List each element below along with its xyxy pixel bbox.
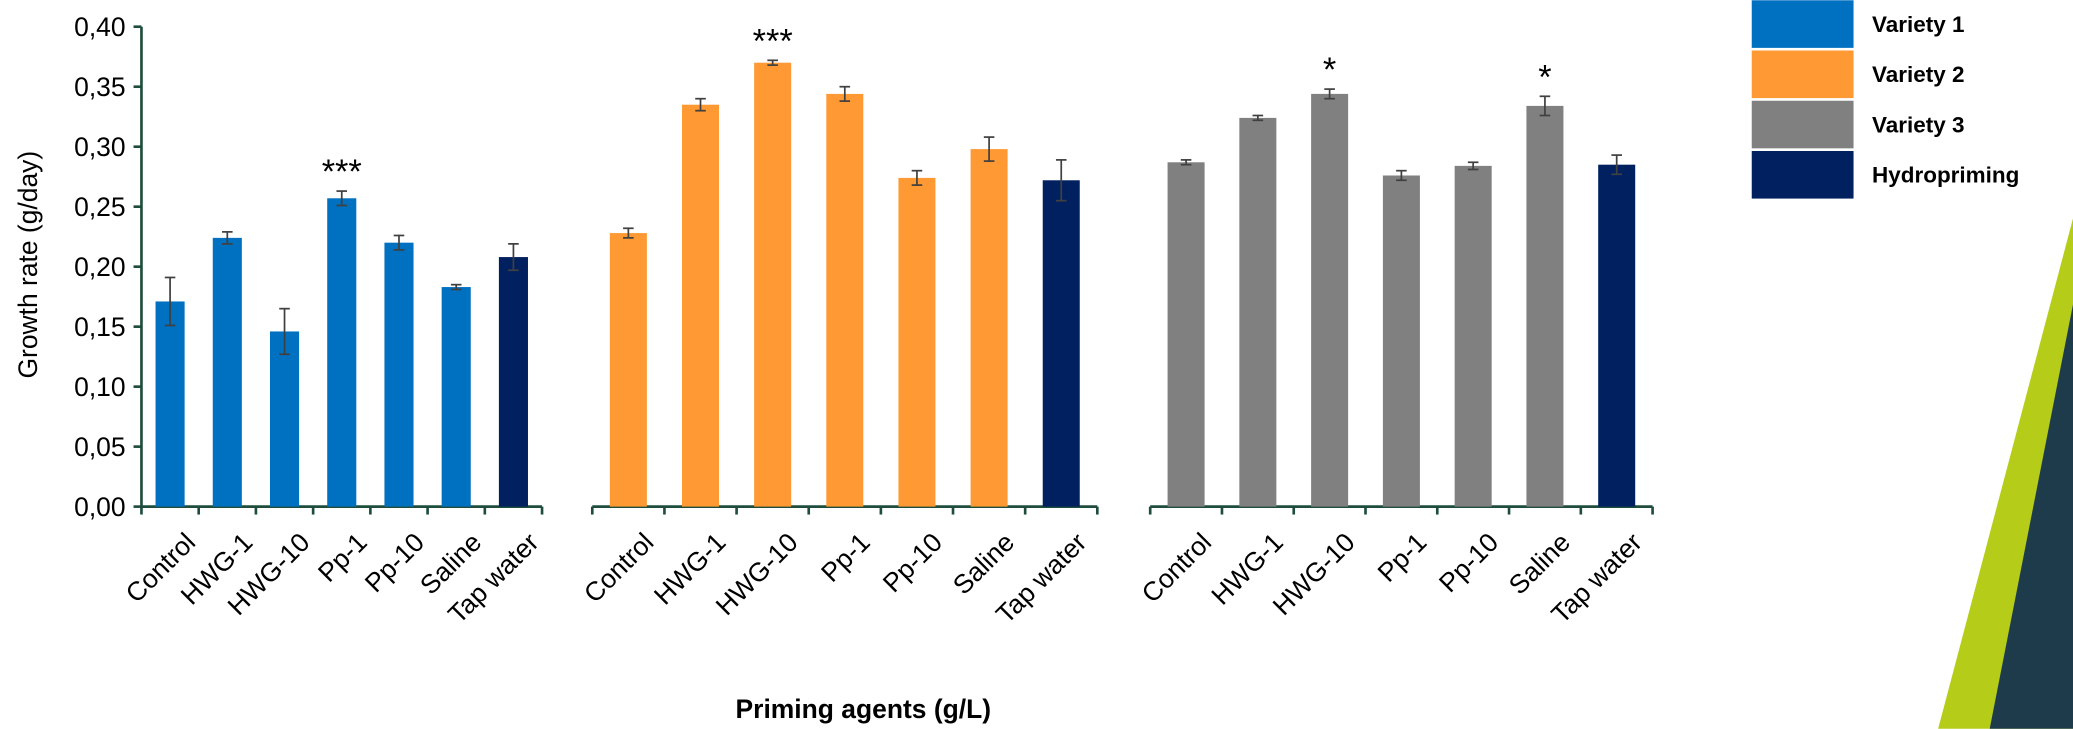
y-tick-label: 0,00 bbox=[74, 492, 125, 522]
y-axis-label: Growth rate (g/day) bbox=[13, 151, 43, 379]
significance-label: * bbox=[1323, 51, 1336, 89]
bar bbox=[1383, 175, 1420, 506]
significance-label: *** bbox=[753, 22, 793, 60]
bar bbox=[442, 287, 471, 507]
y-tick-label: 0,25 bbox=[74, 192, 125, 222]
x-tick-label: Control bbox=[578, 527, 659, 608]
x-tick-label: Pp-10 bbox=[877, 527, 948, 598]
error-bar bbox=[451, 285, 462, 290]
x-tick-label: Pp-10 bbox=[1433, 527, 1504, 598]
x-tick-label: Pp-1 bbox=[1372, 527, 1433, 588]
bar bbox=[270, 331, 299, 506]
bar bbox=[682, 105, 719, 507]
bar bbox=[1043, 180, 1080, 506]
y-tick-label: 0,40 bbox=[74, 12, 125, 42]
bar bbox=[898, 178, 935, 507]
bar bbox=[327, 198, 356, 506]
x-tick-label: Pp-10 bbox=[359, 527, 430, 598]
bar bbox=[971, 149, 1008, 507]
bar bbox=[213, 238, 242, 507]
legend-swatch bbox=[1752, 0, 1854, 48]
x-axis-label: Priming agents (g/L) bbox=[736, 694, 992, 724]
bar bbox=[1526, 106, 1563, 507]
bar bbox=[826, 94, 863, 507]
legend-swatch bbox=[1752, 101, 1854, 149]
bar bbox=[384, 243, 413, 507]
y-tick-label: 0,15 bbox=[74, 312, 125, 342]
legend-label: Variety 3 bbox=[1872, 112, 1964, 137]
bar bbox=[156, 301, 185, 506]
chart: Growth rate (g/day) Priming agents (g/L)… bbox=[0, 0, 2073, 729]
x-tick-label: Control bbox=[1136, 527, 1217, 608]
significance-label: * bbox=[1538, 58, 1551, 96]
bar bbox=[1598, 165, 1635, 507]
legend-swatch bbox=[1752, 51, 1854, 99]
legend-label: Variety 2 bbox=[1872, 62, 1964, 87]
bar bbox=[1455, 166, 1492, 507]
legend-label: Variety 1 bbox=[1872, 12, 1964, 37]
y-tick-label: 0,30 bbox=[74, 132, 125, 162]
significance-label: *** bbox=[322, 153, 362, 191]
bar bbox=[1239, 118, 1276, 507]
bar bbox=[754, 63, 791, 507]
legend-swatch bbox=[1752, 151, 1854, 199]
bar bbox=[499, 257, 528, 507]
y-tick-label: 0,10 bbox=[74, 372, 125, 402]
y-tick-label: 0,20 bbox=[74, 252, 125, 282]
y-tick-label: 0,35 bbox=[74, 72, 125, 102]
y-tick-label: 0,05 bbox=[74, 432, 125, 462]
legend-label: Hydropriming bbox=[1872, 163, 2019, 188]
bar bbox=[610, 233, 647, 507]
bar bbox=[1311, 94, 1348, 507]
x-tick-label: Pp-1 bbox=[815, 527, 876, 588]
bar bbox=[1168, 162, 1205, 506]
